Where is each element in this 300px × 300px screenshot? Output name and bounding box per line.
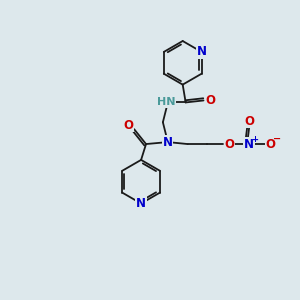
Text: O: O	[266, 138, 276, 151]
Text: O: O	[244, 115, 254, 128]
Text: O: O	[224, 138, 234, 151]
Text: N: N	[244, 138, 254, 151]
Text: O: O	[123, 119, 133, 132]
Text: HN: HN	[157, 98, 175, 107]
Text: +: +	[251, 135, 259, 144]
Text: N: N	[163, 136, 173, 148]
Text: N: N	[196, 45, 207, 58]
Text: O: O	[206, 94, 215, 107]
Text: N: N	[136, 197, 146, 210]
Text: −: −	[273, 134, 281, 144]
